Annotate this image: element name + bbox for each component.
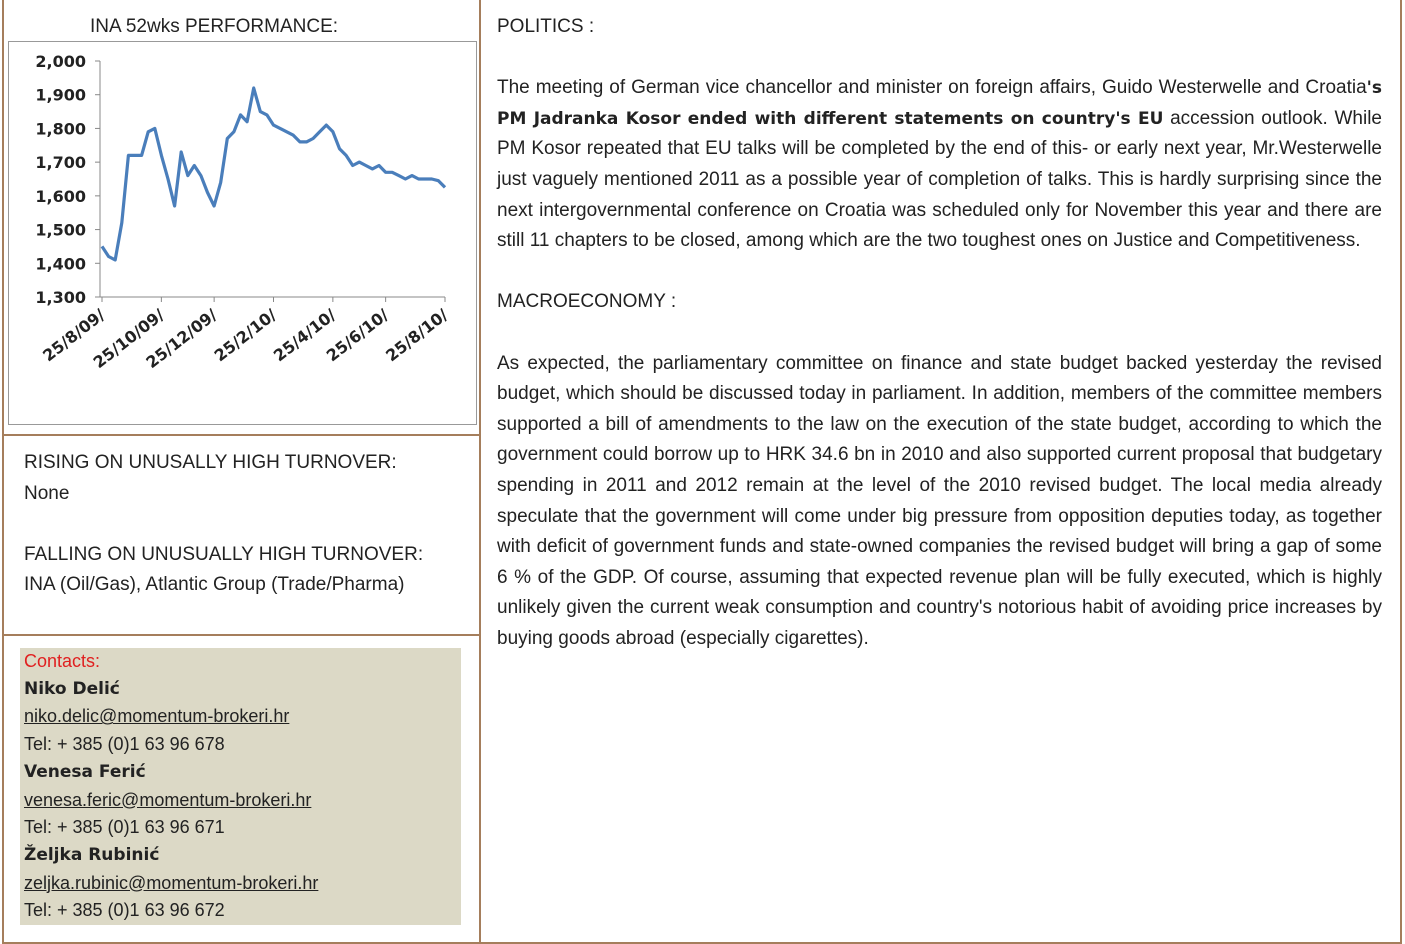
contact-line: niko.delic@momentum-brokeri.hr <box>24 703 461 731</box>
spacer <box>24 509 464 540</box>
right-column <box>477 0 1402 944</box>
y-tick-label: 1,800 <box>35 119 86 138</box>
text-run: accession outlook. While PM Kosor repeat… <box>497 107 1382 252</box>
contact-line: Željka Rubinić <box>24 842 461 870</box>
politics-text: The meeting of German vice chancellor an… <box>497 73 1382 257</box>
contact-line: venesa.feric@momentum-brokeri.hr <box>24 787 461 815</box>
contacts-box: Contacts: Niko Delić niko.delic@momentum-… <box>20 648 461 925</box>
y-tick-label: 1,400 <box>35 254 86 273</box>
contact-email[interactable]: niko.delic@momentum-brokeri.hr <box>24 706 290 727</box>
spacer <box>497 257 1382 288</box>
y-tick-label: 1,900 <box>35 86 86 105</box>
rising-title: RISING ON UNUSALLY HIGH TURNOVER: <box>24 452 397 473</box>
chart: 1,300 1,400 1,500 1,600 1,700 1,800 1,900 2,000… <box>8 41 477 425</box>
contact-name: Venesa Ferić <box>24 761 146 782</box>
contact-email[interactable]: venesa.feric@momentum-brokeri.hr <box>24 789 312 810</box>
contact-tel: Tel: + 385 (0)1 63 96 672 <box>24 900 225 921</box>
chart-frame <box>8 41 477 425</box>
line-series <box>100 86 447 262</box>
y-tick-label: 1,600 <box>35 187 86 206</box>
left-column <box>2 0 481 944</box>
divider <box>2 634 479 636</box>
spacer <box>497 318 1382 349</box>
contact-tel: Tel: + 385 (0)1 63 96 678 <box>24 734 225 755</box>
y-tick-label: 1,700 <box>35 153 86 172</box>
falling-text: INA (Oil/Gas), Atlantic Group (Trade/Pha… <box>24 574 405 596</box>
rising-text: None <box>24 482 70 504</box>
contact-line: Tel: + 385 (0)1 63 96 672 <box>24 897 461 925</box>
macro-text: As expected, the parliamentary committee… <box>497 352 1382 649</box>
falling-title: FALLING ON UNUSUALLY HIGH TURNOVER: <box>24 543 424 565</box>
article: POLITICS : The meeting of German vice ch… <box>497 12 1382 654</box>
text-run: The meeting of German vice chancellor an… <box>497 77 1367 99</box>
macro-title: MACROECONOMY : <box>497 291 677 313</box>
contact-line: Tel: + 385 (0)1 63 96 671 <box>24 814 461 842</box>
contact-line: Niko Delić <box>24 676 461 704</box>
contact-tel: Tel: + 385 (0)1 63 96 671 <box>24 817 225 838</box>
contact-line: Tel: + 385 (0)1 63 96 678 <box>24 731 461 759</box>
contact-line: Venesa Ferić <box>24 759 461 787</box>
y-tick-label: 2,000 <box>35 52 86 71</box>
text-run-bold: 's PM Jadranka Kosor ended with differen… <box>497 78 1382 129</box>
spacer <box>497 43 1382 74</box>
contact-list: Niko Delić niko.delic@momentum-brokeri.hr… <box>24 676 461 925</box>
contact-line: zeljka.rubinic@momentum-brokeri.hr <box>24 870 461 898</box>
rising-section: RISING ON UNUSALLY HIGH TURNOVER: None F… <box>24 448 464 601</box>
contacts-title: Contacts: <box>24 651 101 671</box>
divider <box>2 434 479 436</box>
contact-name: Niko Delić <box>24 678 120 699</box>
contact-email[interactable]: zeljka.rubinic@momentum-brokeri.hr <box>24 872 319 893</box>
contact-name: Željka Rubinić <box>24 844 160 865</box>
y-tick-label: 1,500 <box>35 221 86 240</box>
chart-title: INA 52wks PERFORMANCE: <box>89 16 339 37</box>
politics-title: POLITICS : <box>497 16 595 37</box>
y-tick-label: 1,300 <box>35 288 86 307</box>
